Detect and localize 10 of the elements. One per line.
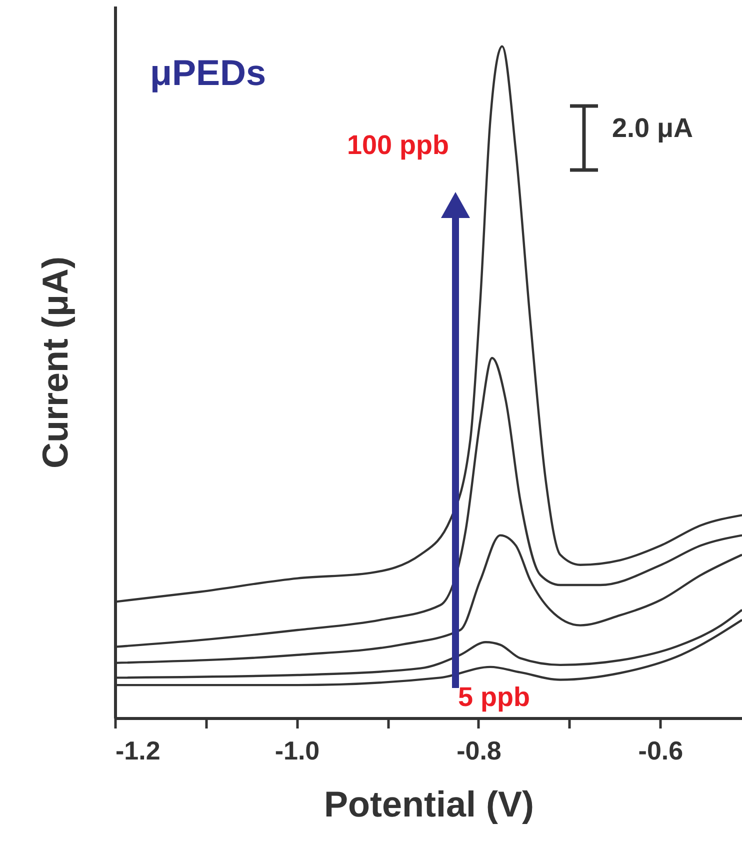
x-axis-title: Potential (V)	[324, 784, 534, 824]
x-tick-label: -1.0	[274, 736, 320, 766]
annotation: 2.0 μA	[612, 113, 694, 144]
annotation: 5 ppb	[458, 682, 530, 713]
annotation: 100 ppb	[347, 130, 450, 161]
y-axis-title: Current (μA)	[34, 256, 76, 469]
x-tick-label: -0.8	[456, 736, 502, 766]
x-tick-label: -1.2	[116, 736, 160, 766]
annotation: μPEDs	[150, 52, 266, 94]
x-tick-label: -0.6	[638, 736, 684, 766]
